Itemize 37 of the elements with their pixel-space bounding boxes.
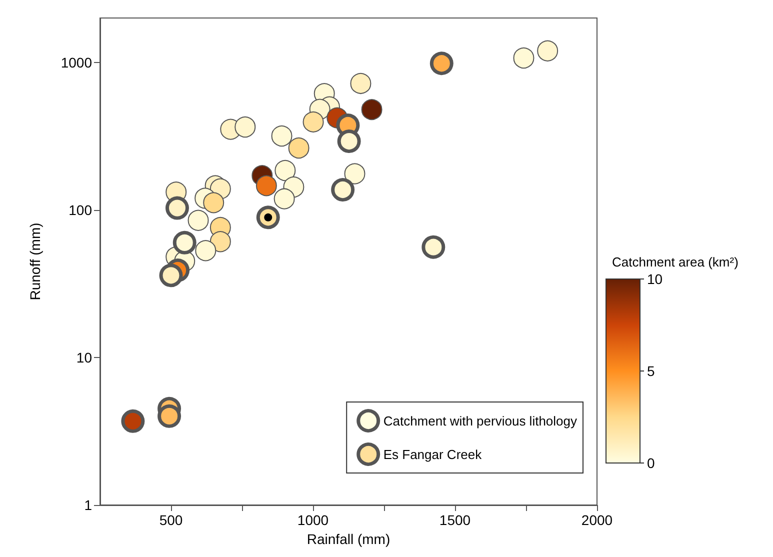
color-bar-label: 10 xyxy=(647,271,663,287)
point xyxy=(274,188,295,210)
point xyxy=(344,163,366,184)
point xyxy=(422,235,446,259)
point xyxy=(337,130,361,154)
y-tick-label: 100 xyxy=(68,202,92,218)
point xyxy=(121,409,145,433)
x-tick-label: 1000 xyxy=(297,512,329,528)
y-tick-label: 10 xyxy=(76,349,92,366)
x-tick-label: 2000 xyxy=(581,512,613,528)
point xyxy=(158,404,182,428)
point xyxy=(350,72,372,94)
point xyxy=(361,99,382,120)
y-axis-title: Runoff (mm) xyxy=(27,222,43,300)
point xyxy=(331,178,355,202)
point xyxy=(159,264,183,288)
point xyxy=(256,175,277,196)
x-tick-label: 1500 xyxy=(439,512,471,528)
point xyxy=(271,126,292,147)
point xyxy=(256,206,280,230)
legend-label: Catchment with pervious lithology xyxy=(383,413,578,428)
point xyxy=(274,160,296,182)
color-bar-label: 0 xyxy=(647,455,655,471)
x-tick-label: 500 xyxy=(159,512,183,528)
color-bar-label: 5 xyxy=(647,363,655,379)
y-tick-label: 1 xyxy=(84,497,92,513)
point xyxy=(188,210,209,231)
point xyxy=(203,192,224,214)
point xyxy=(430,52,454,76)
color-bar-title: Catchment area (km²) xyxy=(612,254,738,270)
y-tick-label: 1000 xyxy=(60,54,92,70)
point xyxy=(288,137,310,158)
legend-label: Es Fangar Creek xyxy=(383,446,482,462)
x-axis-title: Rainfall (mm) xyxy=(306,530,390,547)
point xyxy=(195,240,216,262)
point xyxy=(166,196,189,220)
point xyxy=(513,48,534,69)
